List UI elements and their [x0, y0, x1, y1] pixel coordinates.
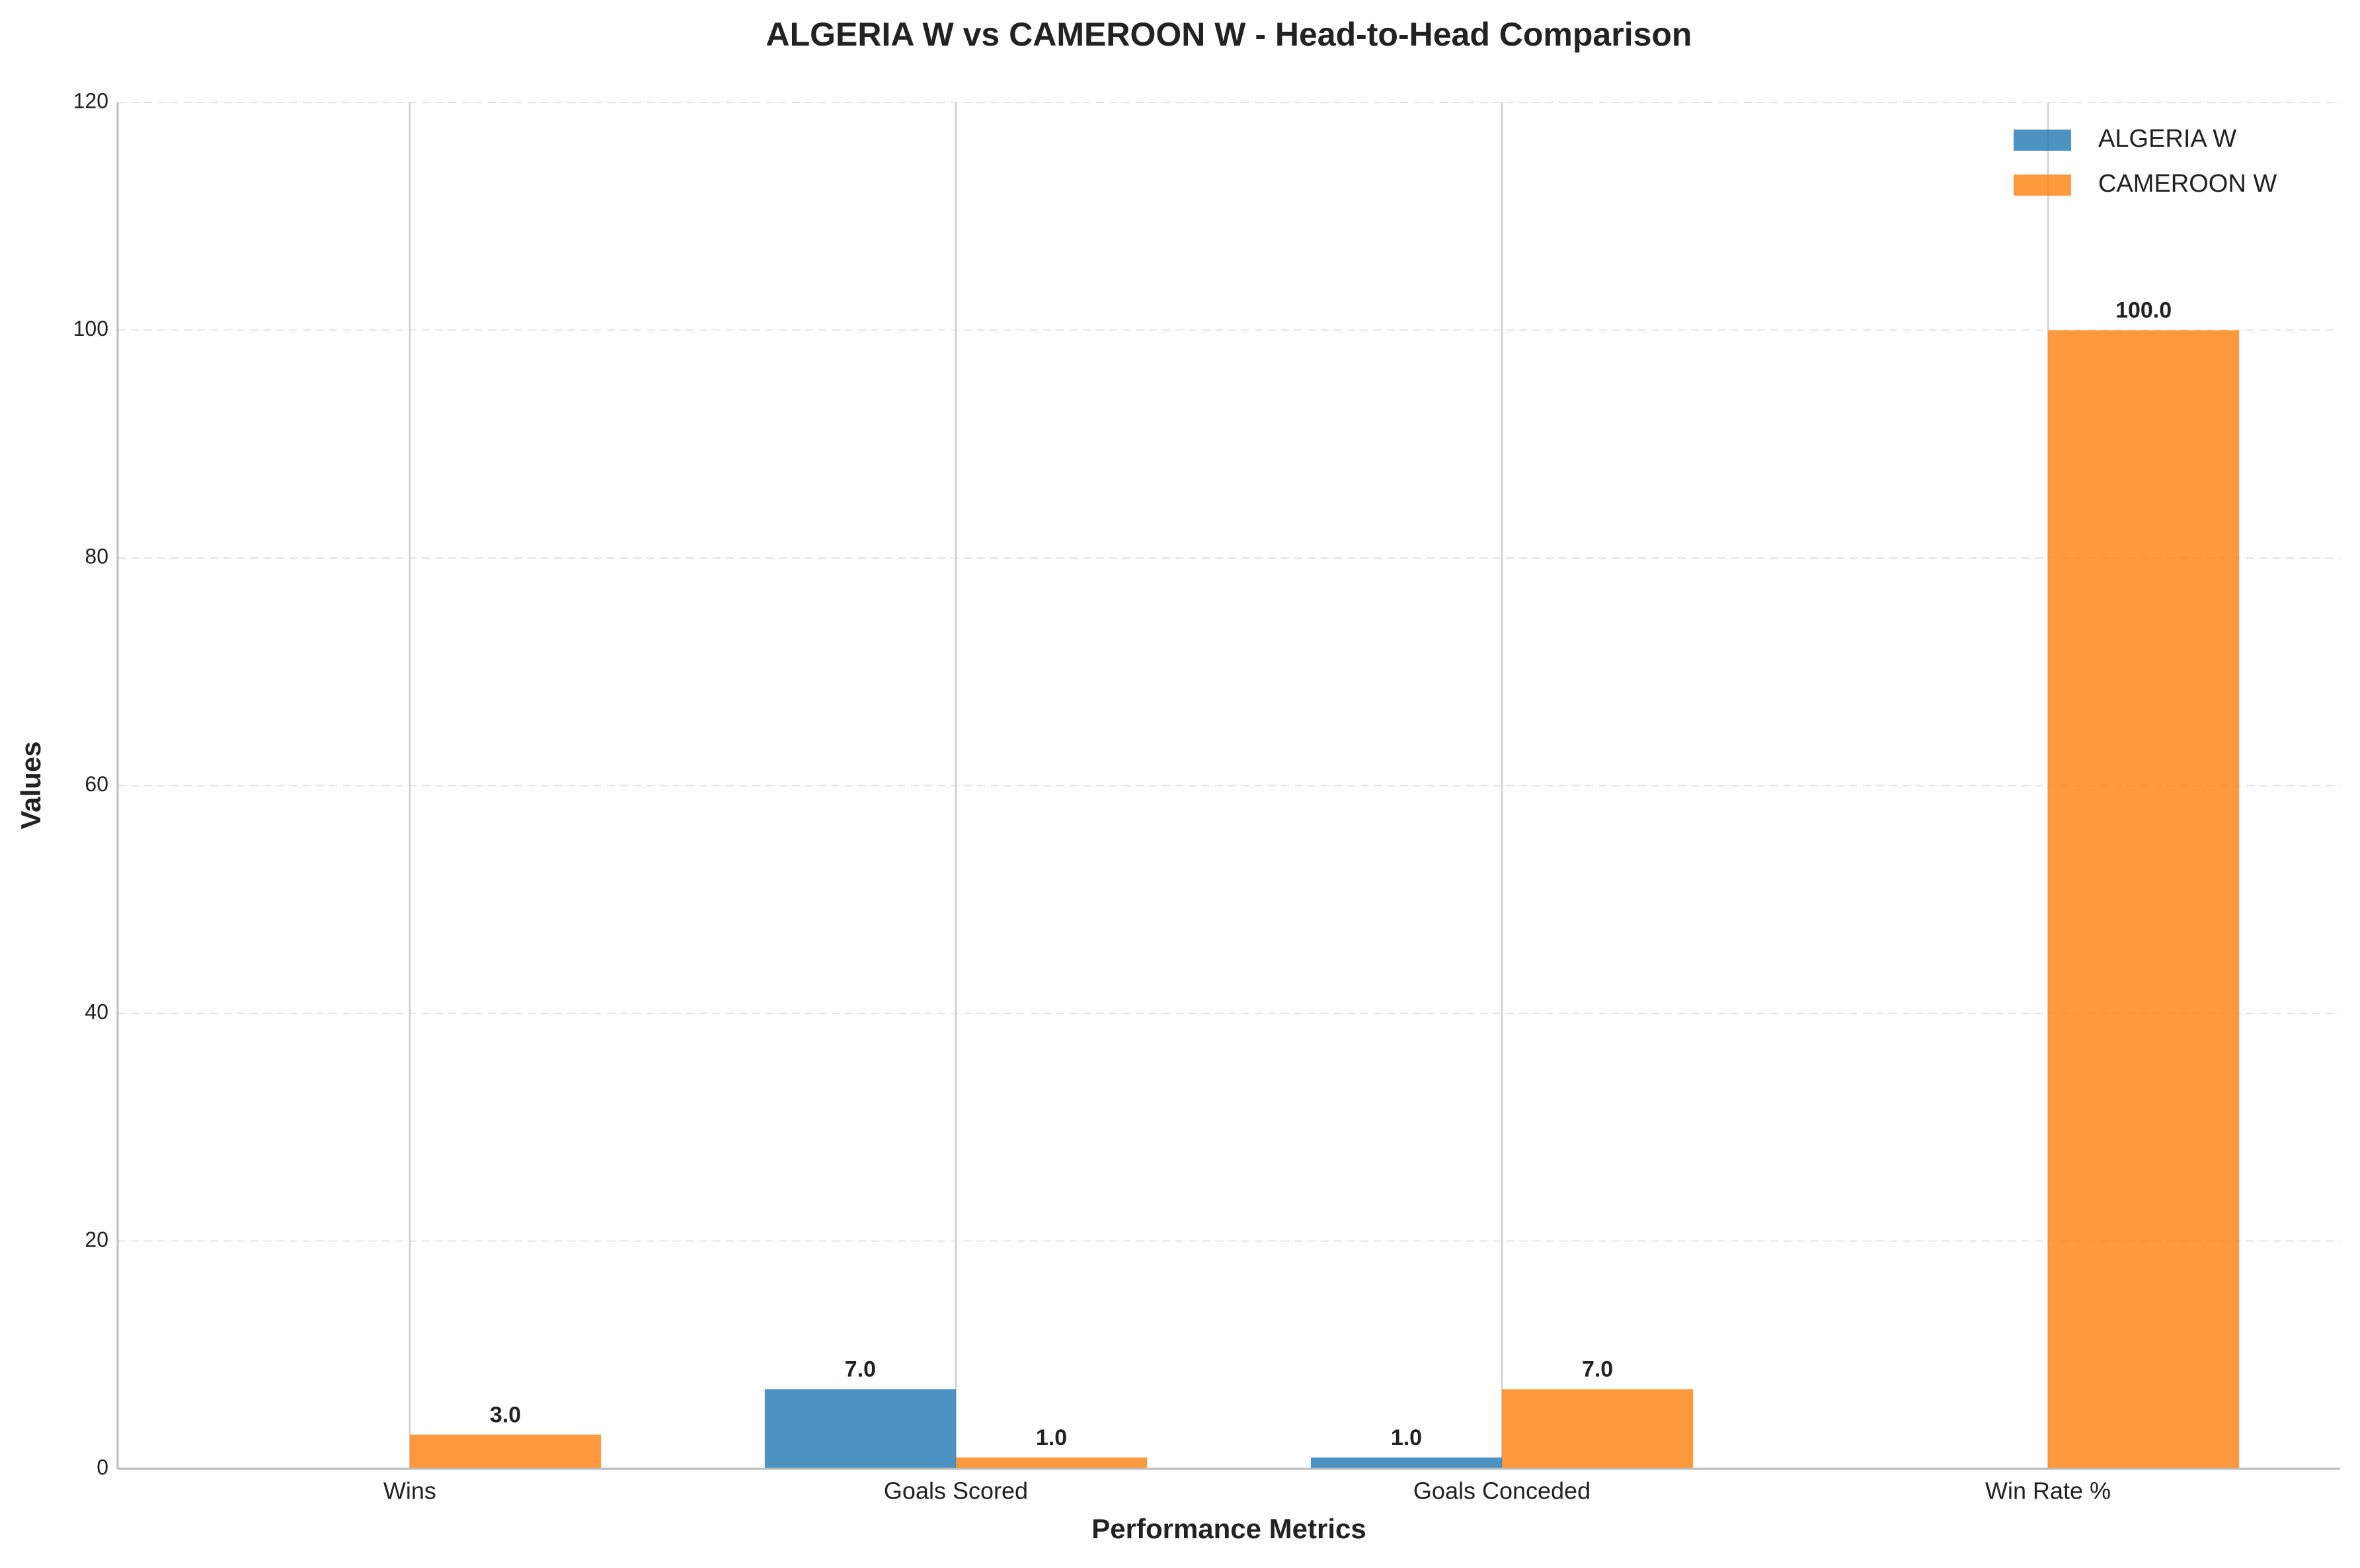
legend-swatch: [2014, 175, 2071, 196]
legend-label: ALGERIA W: [2098, 125, 2236, 153]
y-tick-label: 100: [73, 317, 108, 340]
y-tick-label: 20: [85, 1228, 108, 1251]
chart-title: ALGERIA W vs CAMEROON W - Head-to-Head C…: [766, 16, 1692, 53]
x-tick-label: Goals Conceded: [1413, 1477, 1591, 1505]
x-tick-label: Goals Scored: [884, 1477, 1028, 1505]
legend-label: CAMEROON W: [2098, 170, 2277, 198]
y-tick-label: 60: [85, 772, 108, 796]
bar: [409, 1434, 602, 1469]
y-tick-label: 80: [85, 544, 108, 568]
bar: [764, 1389, 956, 1469]
x-axis-label: Performance Metrics: [1091, 1513, 1366, 1544]
x-tick-label: Wins: [383, 1477, 436, 1505]
value-label: 7.0: [845, 1356, 876, 1382]
value-label: 1.0: [1036, 1425, 1067, 1450]
y-tick-label: 120: [73, 89, 108, 112]
value-label: 1.0: [1391, 1425, 1422, 1450]
bar: [2048, 330, 2240, 1469]
bar: [1502, 1389, 1694, 1469]
legend-swatch: [2014, 130, 2071, 151]
value-label: 3.0: [490, 1402, 521, 1427]
x-tick-label: Win Rate %: [1985, 1477, 2111, 1505]
y-tick-label: 40: [85, 1000, 108, 1023]
value-label: 100.0: [2115, 297, 2172, 323]
bar: [1310, 1457, 1503, 1469]
bar: [955, 1457, 1148, 1469]
y-tick-label: 0: [97, 1455, 108, 1479]
value-label: 7.0: [1582, 1356, 1613, 1382]
y-axis-label: Values: [15, 741, 46, 829]
